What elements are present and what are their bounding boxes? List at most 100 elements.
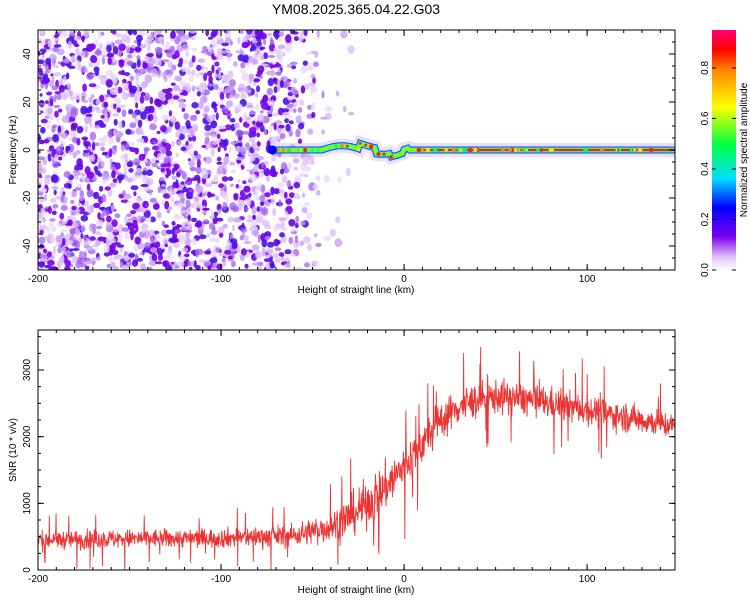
spectrogram-noise-dot — [244, 206, 249, 212]
spectrogram-noise-dot — [114, 213, 121, 219]
spectrogram-noise-dot — [189, 203, 195, 209]
spectrogram-noise-dot — [131, 259, 139, 267]
spectrogram-noise-dot — [135, 224, 139, 233]
spectrogram-noise-dot — [173, 84, 181, 92]
spectrogram-noise-dot — [213, 84, 219, 91]
spectrogram-noise-dot — [254, 104, 260, 111]
spectrogram-noise-dot — [38, 133, 41, 142]
spectrogram-noise-dot — [76, 208, 80, 214]
spectrogram-noise-dot — [46, 226, 50, 234]
spectrogram-noise-dot — [267, 32, 272, 37]
spectrogram-noise-dot — [218, 53, 224, 62]
spectrogram-noise-dot — [279, 80, 284, 89]
spectrogram-noise-dot — [98, 142, 106, 147]
spectrogram-noise-dot — [110, 204, 115, 213]
spectrogram-noise-dot — [83, 30, 90, 37]
spectrogram-noise-dot — [226, 30, 232, 34]
spectrogram-noise-dot — [165, 41, 171, 47]
signal-highlight — [521, 148, 525, 152]
spectrogram-noise-dot — [267, 78, 274, 87]
spectrogram-noise-dot — [187, 223, 193, 232]
spectrogram-noise-dot — [261, 55, 265, 61]
spectrogram-noise-dot — [79, 175, 86, 182]
spectrogram-noise-dot — [225, 52, 233, 58]
spectrogram-noise-dot — [284, 118, 290, 123]
spectrogram-noise-dot — [76, 183, 82, 189]
spectrogram-noise-dot — [47, 120, 51, 124]
spectrogram-noise-dot — [118, 59, 125, 64]
spectrogram-noise-dot — [101, 151, 108, 156]
spectrogram-noise-dot — [130, 92, 136, 98]
spectrogram-noise-dot — [295, 115, 302, 124]
spectrogram-noise-dot — [227, 55, 232, 62]
spectrogram-noise-dot — [144, 38, 152, 47]
spectrogram-noise-dot — [246, 197, 252, 207]
spectrogram-noise-dot — [49, 53, 57, 62]
spectrogram-noise-dot — [174, 50, 180, 59]
spectrogram-noise-dot — [99, 185, 104, 192]
spectrogram-noise-dot — [81, 173, 86, 177]
spectrogram-noise-dot — [178, 98, 185, 106]
spectrogram-noise-dot — [265, 105, 271, 111]
spectrogram-noise-dot — [229, 183, 233, 188]
spectrogram-noise-dot — [254, 194, 259, 202]
spectrogram-noise-dot — [233, 122, 240, 129]
spectrogram-noise-dot — [38, 50, 41, 56]
spectrogram-noise-dot — [288, 236, 294, 245]
spectrogram-noise-dot — [348, 112, 355, 116]
spectrogram-noise-dot — [60, 229, 68, 233]
spectrogram-noise-dot — [57, 247, 63, 254]
spectrogram-noise-dot — [119, 132, 124, 137]
signal-highlight — [345, 144, 349, 148]
spectrogram-noise-dot — [91, 141, 96, 151]
spectrogram-noise-dot — [230, 141, 236, 145]
spectrogram-noise-dot — [172, 95, 180, 100]
signal-highlight — [459, 148, 463, 152]
spectrogram-noise-dot — [337, 176, 342, 183]
spectrogram-noise-dot — [258, 75, 263, 79]
spectrogram-noise-dot — [178, 234, 187, 244]
spectrogram-noise-dot — [155, 58, 162, 68]
spectrogram-noise-dot — [162, 70, 168, 80]
spectrogram-noise-dot — [121, 109, 127, 118]
spectrogram-noise-dot — [182, 128, 190, 135]
spectrogram-noise-dot — [106, 52, 114, 58]
spectrogram-noise-dot — [148, 260, 157, 267]
spectrogram-noise-dot — [173, 242, 180, 249]
spectrogram-noise-dot — [120, 82, 129, 89]
spectrogram-noise-dot — [212, 140, 218, 145]
spectrogram-noise-dot — [127, 54, 132, 59]
spectrogram-noise-dot — [197, 177, 201, 184]
colorbar-tick-label: 0.4 — [700, 162, 711, 176]
spectrogram-noise-dot — [75, 59, 80, 66]
spectrogram-noise-dot — [105, 94, 111, 98]
spectrogram-noise-dot — [135, 102, 139, 109]
spectrogram-noise-dot — [253, 53, 258, 59]
spectrogram-noise-dot — [124, 232, 129, 239]
spectrogram-noise-dot — [182, 85, 186, 91]
spectrogram-noise-dot — [132, 202, 140, 210]
spectrogram-noise-dot — [201, 210, 207, 215]
signal-highlight — [437, 148, 441, 152]
spectrogram-noise-dot — [137, 128, 144, 133]
spectrogram-noise-dot — [245, 30, 253, 35]
spectrogram-noise-dot — [57, 223, 63, 228]
spectrogram-noise-dot — [69, 96, 75, 101]
spectrogram-noise-dot — [134, 117, 139, 124]
spectrogram-noise-dot — [52, 124, 58, 128]
spectrogram-noise-dot — [114, 96, 122, 105]
spectrogram-noise-dot — [162, 236, 169, 246]
spectrogram-noise-dot — [343, 105, 347, 113]
spectrogram-noise-dot — [57, 260, 61, 269]
spectrogram-noise-dot — [168, 237, 176, 243]
spectrogram-noise-dot — [71, 205, 77, 211]
spectrogram-noise-dot — [49, 218, 56, 222]
colorbar-tick-label: 0.6 — [700, 111, 711, 125]
spectrogram-noise-dot — [142, 82, 146, 90]
spectrogram-noise-dot — [127, 177, 133, 183]
spectrogram-noise-dot — [139, 95, 145, 104]
spectrogram-noise-dot — [191, 217, 197, 223]
spectrogram-noise-dot — [87, 145, 91, 150]
spectrogram-noise-dot — [152, 203, 160, 211]
spectrogram-noise-dot — [279, 132, 286, 140]
